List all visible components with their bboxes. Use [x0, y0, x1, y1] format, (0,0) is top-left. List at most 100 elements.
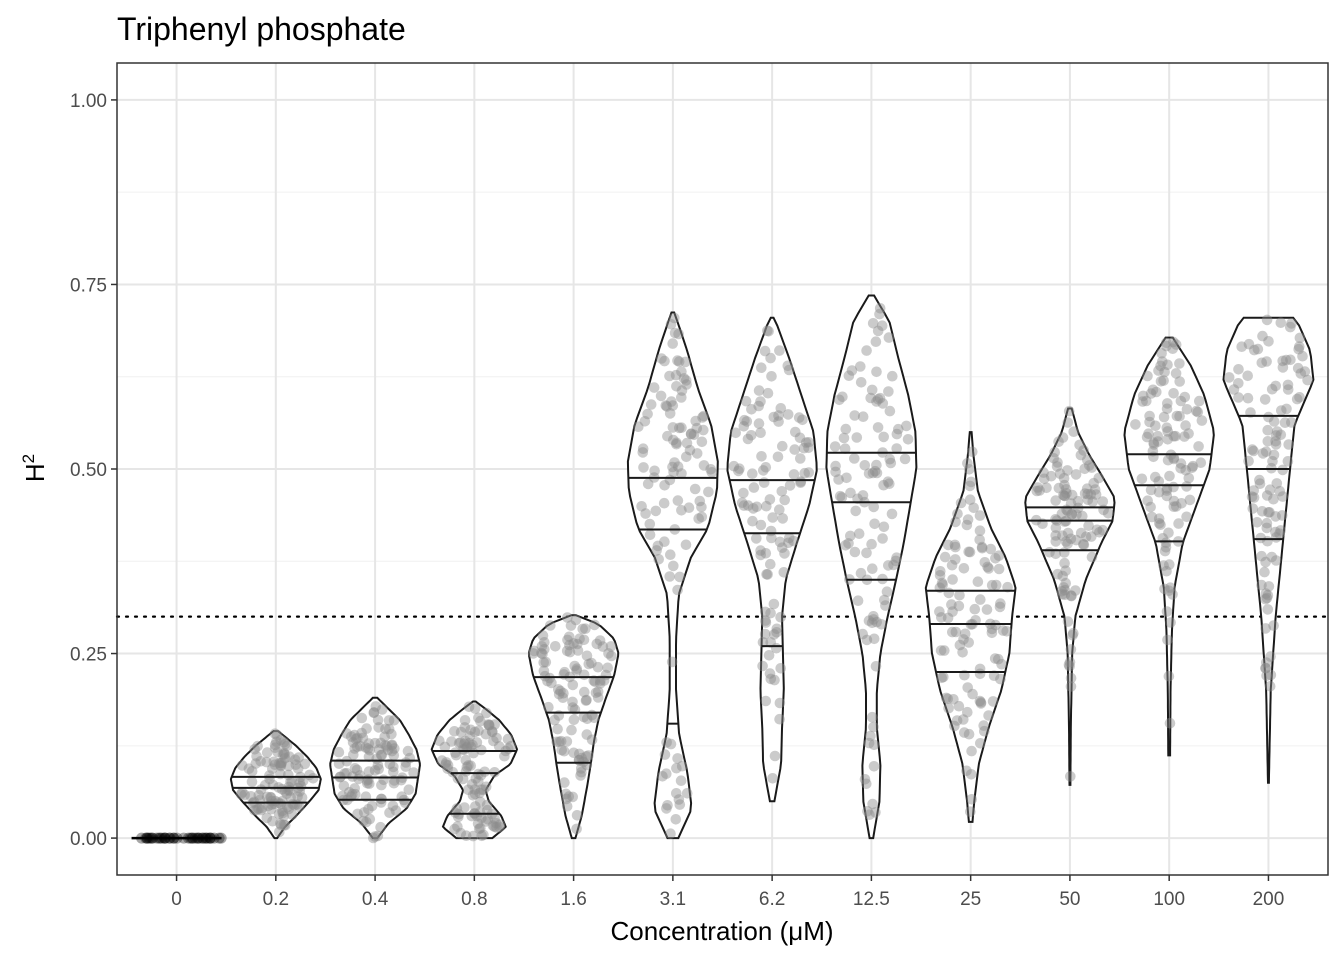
data-point	[382, 744, 394, 756]
data-point	[965, 476, 977, 488]
data-point	[459, 744, 470, 755]
data-point	[351, 741, 363, 753]
data-point	[697, 412, 708, 423]
data-point	[789, 444, 800, 455]
data-point	[740, 395, 752, 407]
data-point	[436, 755, 448, 766]
x-tick-label: 100	[1153, 889, 1185, 910]
data-point	[1270, 380, 1281, 392]
data-point	[1053, 436, 1064, 448]
data-point	[950, 626, 962, 638]
data-point	[253, 790, 265, 801]
data-point	[274, 757, 285, 769]
data-point	[1292, 362, 1304, 374]
data-point	[950, 516, 961, 528]
data-point	[171, 832, 183, 844]
data-point	[1057, 530, 1068, 541]
data-point	[571, 665, 582, 676]
data-point	[538, 665, 550, 677]
data-point	[567, 696, 578, 708]
data-point	[249, 744, 260, 755]
data-point	[688, 429, 700, 441]
data-point	[667, 400, 679, 411]
data-point	[651, 545, 662, 556]
data-point	[1268, 449, 1280, 461]
data-point	[1060, 536, 1072, 547]
data-point	[975, 698, 987, 709]
data-point	[349, 763, 361, 774]
data-point	[549, 714, 560, 726]
data-point	[861, 345, 872, 356]
data-point	[349, 783, 361, 794]
data-point	[272, 746, 284, 758]
data-point	[843, 538, 854, 549]
data-point	[660, 400, 672, 411]
data-point	[1060, 577, 1071, 589]
data-point	[467, 790, 479, 801]
data-point	[738, 421, 750, 432]
data-point	[769, 674, 780, 686]
data-point	[676, 760, 688, 772]
data-point	[592, 686, 604, 697]
data-point	[348, 749, 359, 761]
data-point	[1180, 420, 1191, 431]
data-point	[680, 539, 692, 551]
data-point	[1156, 348, 1167, 359]
data-point	[1271, 478, 1283, 489]
data-point	[463, 760, 474, 771]
data-point	[673, 328, 684, 340]
data-point	[261, 756, 272, 768]
data-point	[689, 483, 701, 495]
data-point	[154, 832, 166, 844]
data-point	[1270, 436, 1281, 447]
data-point	[480, 728, 492, 740]
data-point	[379, 731, 391, 742]
data-point	[1246, 491, 1258, 503]
data-point	[452, 773, 464, 784]
data-point	[672, 584, 683, 596]
data-point	[440, 759, 452, 770]
data-point	[275, 760, 287, 772]
data-point	[970, 615, 981, 626]
data-point	[1145, 484, 1157, 496]
data-point	[1195, 457, 1207, 469]
data-point	[467, 739, 478, 751]
data-point	[1162, 426, 1173, 437]
data-point	[760, 606, 771, 618]
data-point	[560, 788, 572, 800]
data-point	[868, 614, 879, 625]
data-point	[552, 723, 563, 735]
data-point	[1268, 620, 1279, 631]
data-point	[698, 424, 709, 436]
data-point	[963, 464, 975, 475]
data-point	[553, 688, 565, 700]
data-point	[540, 656, 552, 668]
data-point	[887, 370, 898, 382]
data-point	[863, 615, 875, 626]
data-point	[751, 533, 762, 544]
data-point	[473, 725, 484, 737]
data-point	[283, 760, 295, 772]
data-point	[402, 745, 414, 757]
data-point	[296, 792, 308, 803]
data-point	[987, 696, 999, 707]
data-point	[349, 729, 360, 741]
data-point	[390, 805, 402, 816]
data-point	[490, 817, 502, 829]
data-point	[1154, 518, 1165, 529]
data-point	[1159, 366, 1170, 378]
data-point	[674, 799, 686, 810]
data-point	[876, 619, 887, 630]
data-point	[974, 695, 986, 707]
data-point	[773, 410, 784, 421]
x-tick-label: 3.1	[660, 889, 686, 910]
data-point	[671, 437, 682, 449]
data-point	[471, 737, 483, 748]
data-point	[1075, 449, 1087, 461]
data-point	[494, 819, 506, 830]
data-point	[1066, 509, 1078, 520]
data-point	[1184, 494, 1196, 506]
data-point	[193, 832, 205, 844]
data-point	[874, 392, 886, 404]
data-point	[755, 396, 766, 407]
